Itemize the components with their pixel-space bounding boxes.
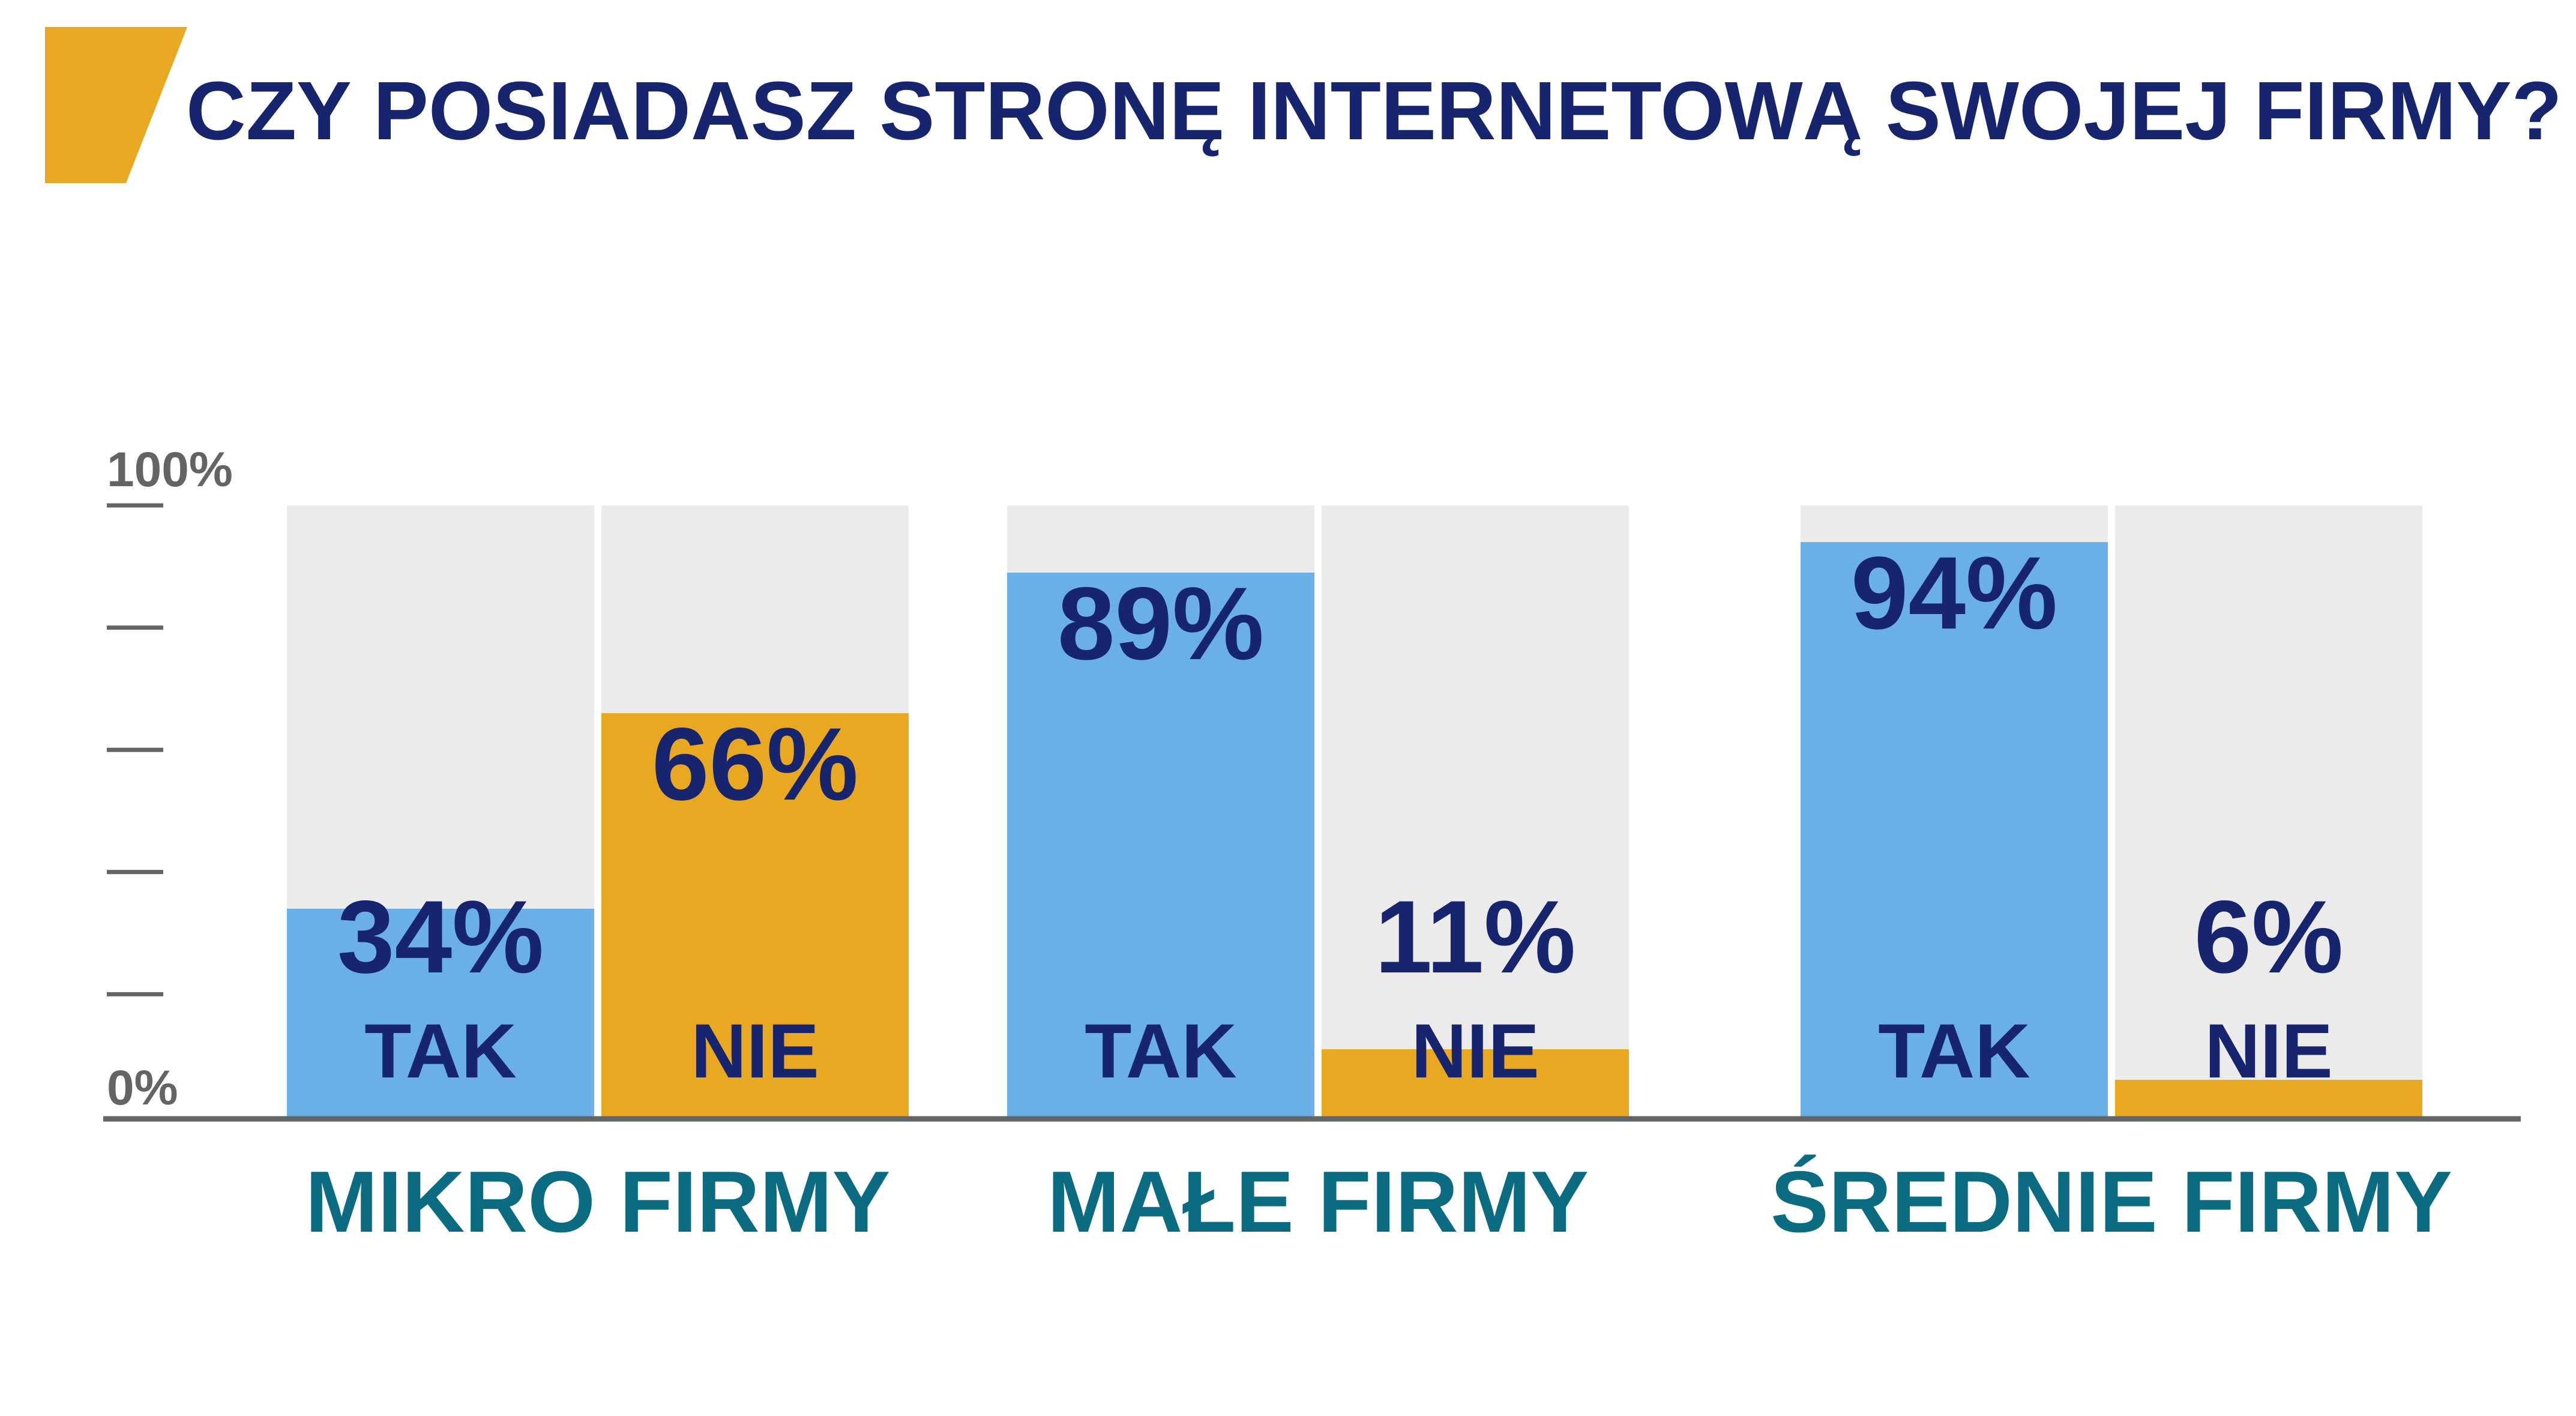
- value-label: 66%: [652, 706, 858, 822]
- series-label: NIE: [1411, 1008, 1539, 1094]
- bar-mikro-firmy-tak: [287, 908, 594, 1116]
- bars: [287, 505, 2422, 1116]
- value-label: 34%: [337, 879, 544, 995]
- bar-srednie-firmy-tak: [1801, 542, 2108, 1116]
- bar-male-firmy-nie: [1322, 1049, 1629, 1116]
- bar-background: [2115, 505, 2422, 1116]
- bar-background: [1322, 505, 1629, 1116]
- y-tick-label: 0%: [107, 1061, 178, 1115]
- series-label: TAK: [1878, 1008, 2030, 1094]
- value-label: 94%: [1851, 535, 2057, 651]
- category-label-male-firmy: MAŁE FIRMY: [1047, 1153, 1589, 1250]
- value-label: 11%: [1375, 879, 1576, 995]
- y-tick-label: 100%: [107, 442, 233, 497]
- y-axis: 0% 100%: [107, 442, 233, 1115]
- bar-male-firmy-tak: [1007, 572, 1314, 1116]
- labels: 34% TAK 66% NIE MIKRO FIRMY 89% TAK 11% NIE MAŁE …: [305, 535, 2452, 1250]
- category-label-mikro-firmy: MIKRO FIRMY: [305, 1153, 891, 1250]
- title-accent-shape: [45, 27, 187, 183]
- bar-srednie-firmy-nie: [2115, 1079, 2422, 1116]
- category-label-srednie-firmy: ŚREDNIE FIRMY: [1771, 1153, 2452, 1250]
- bar-mikro-firmy-nie: [601, 713, 909, 1116]
- series-label: NIE: [691, 1008, 819, 1094]
- series-label: TAK: [1085, 1008, 1237, 1094]
- value-label: 89%: [1058, 566, 1264, 681]
- series-label: NIE: [2204, 1008, 2332, 1094]
- series-label: TAK: [364, 1008, 517, 1094]
- chart-title: CZY POSIADASZ STRONĘ INTERNETOWĄ SWOJEJ …: [186, 65, 2562, 157]
- value-label: 6%: [2194, 879, 2344, 995]
